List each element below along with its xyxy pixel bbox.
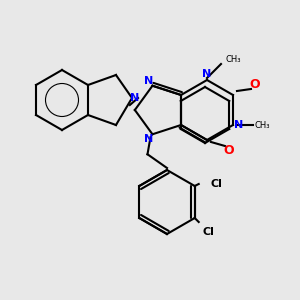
Text: Cl: Cl xyxy=(203,227,214,237)
Text: Cl: Cl xyxy=(211,179,223,189)
Text: N: N xyxy=(130,93,140,103)
Text: O: O xyxy=(250,79,260,92)
Text: N: N xyxy=(234,120,244,130)
Text: N: N xyxy=(202,69,211,79)
Text: N: N xyxy=(144,134,153,144)
Text: N: N xyxy=(144,76,153,86)
Text: O: O xyxy=(224,143,234,157)
Text: CH₃: CH₃ xyxy=(255,121,271,130)
Text: CH₃: CH₃ xyxy=(225,56,241,64)
